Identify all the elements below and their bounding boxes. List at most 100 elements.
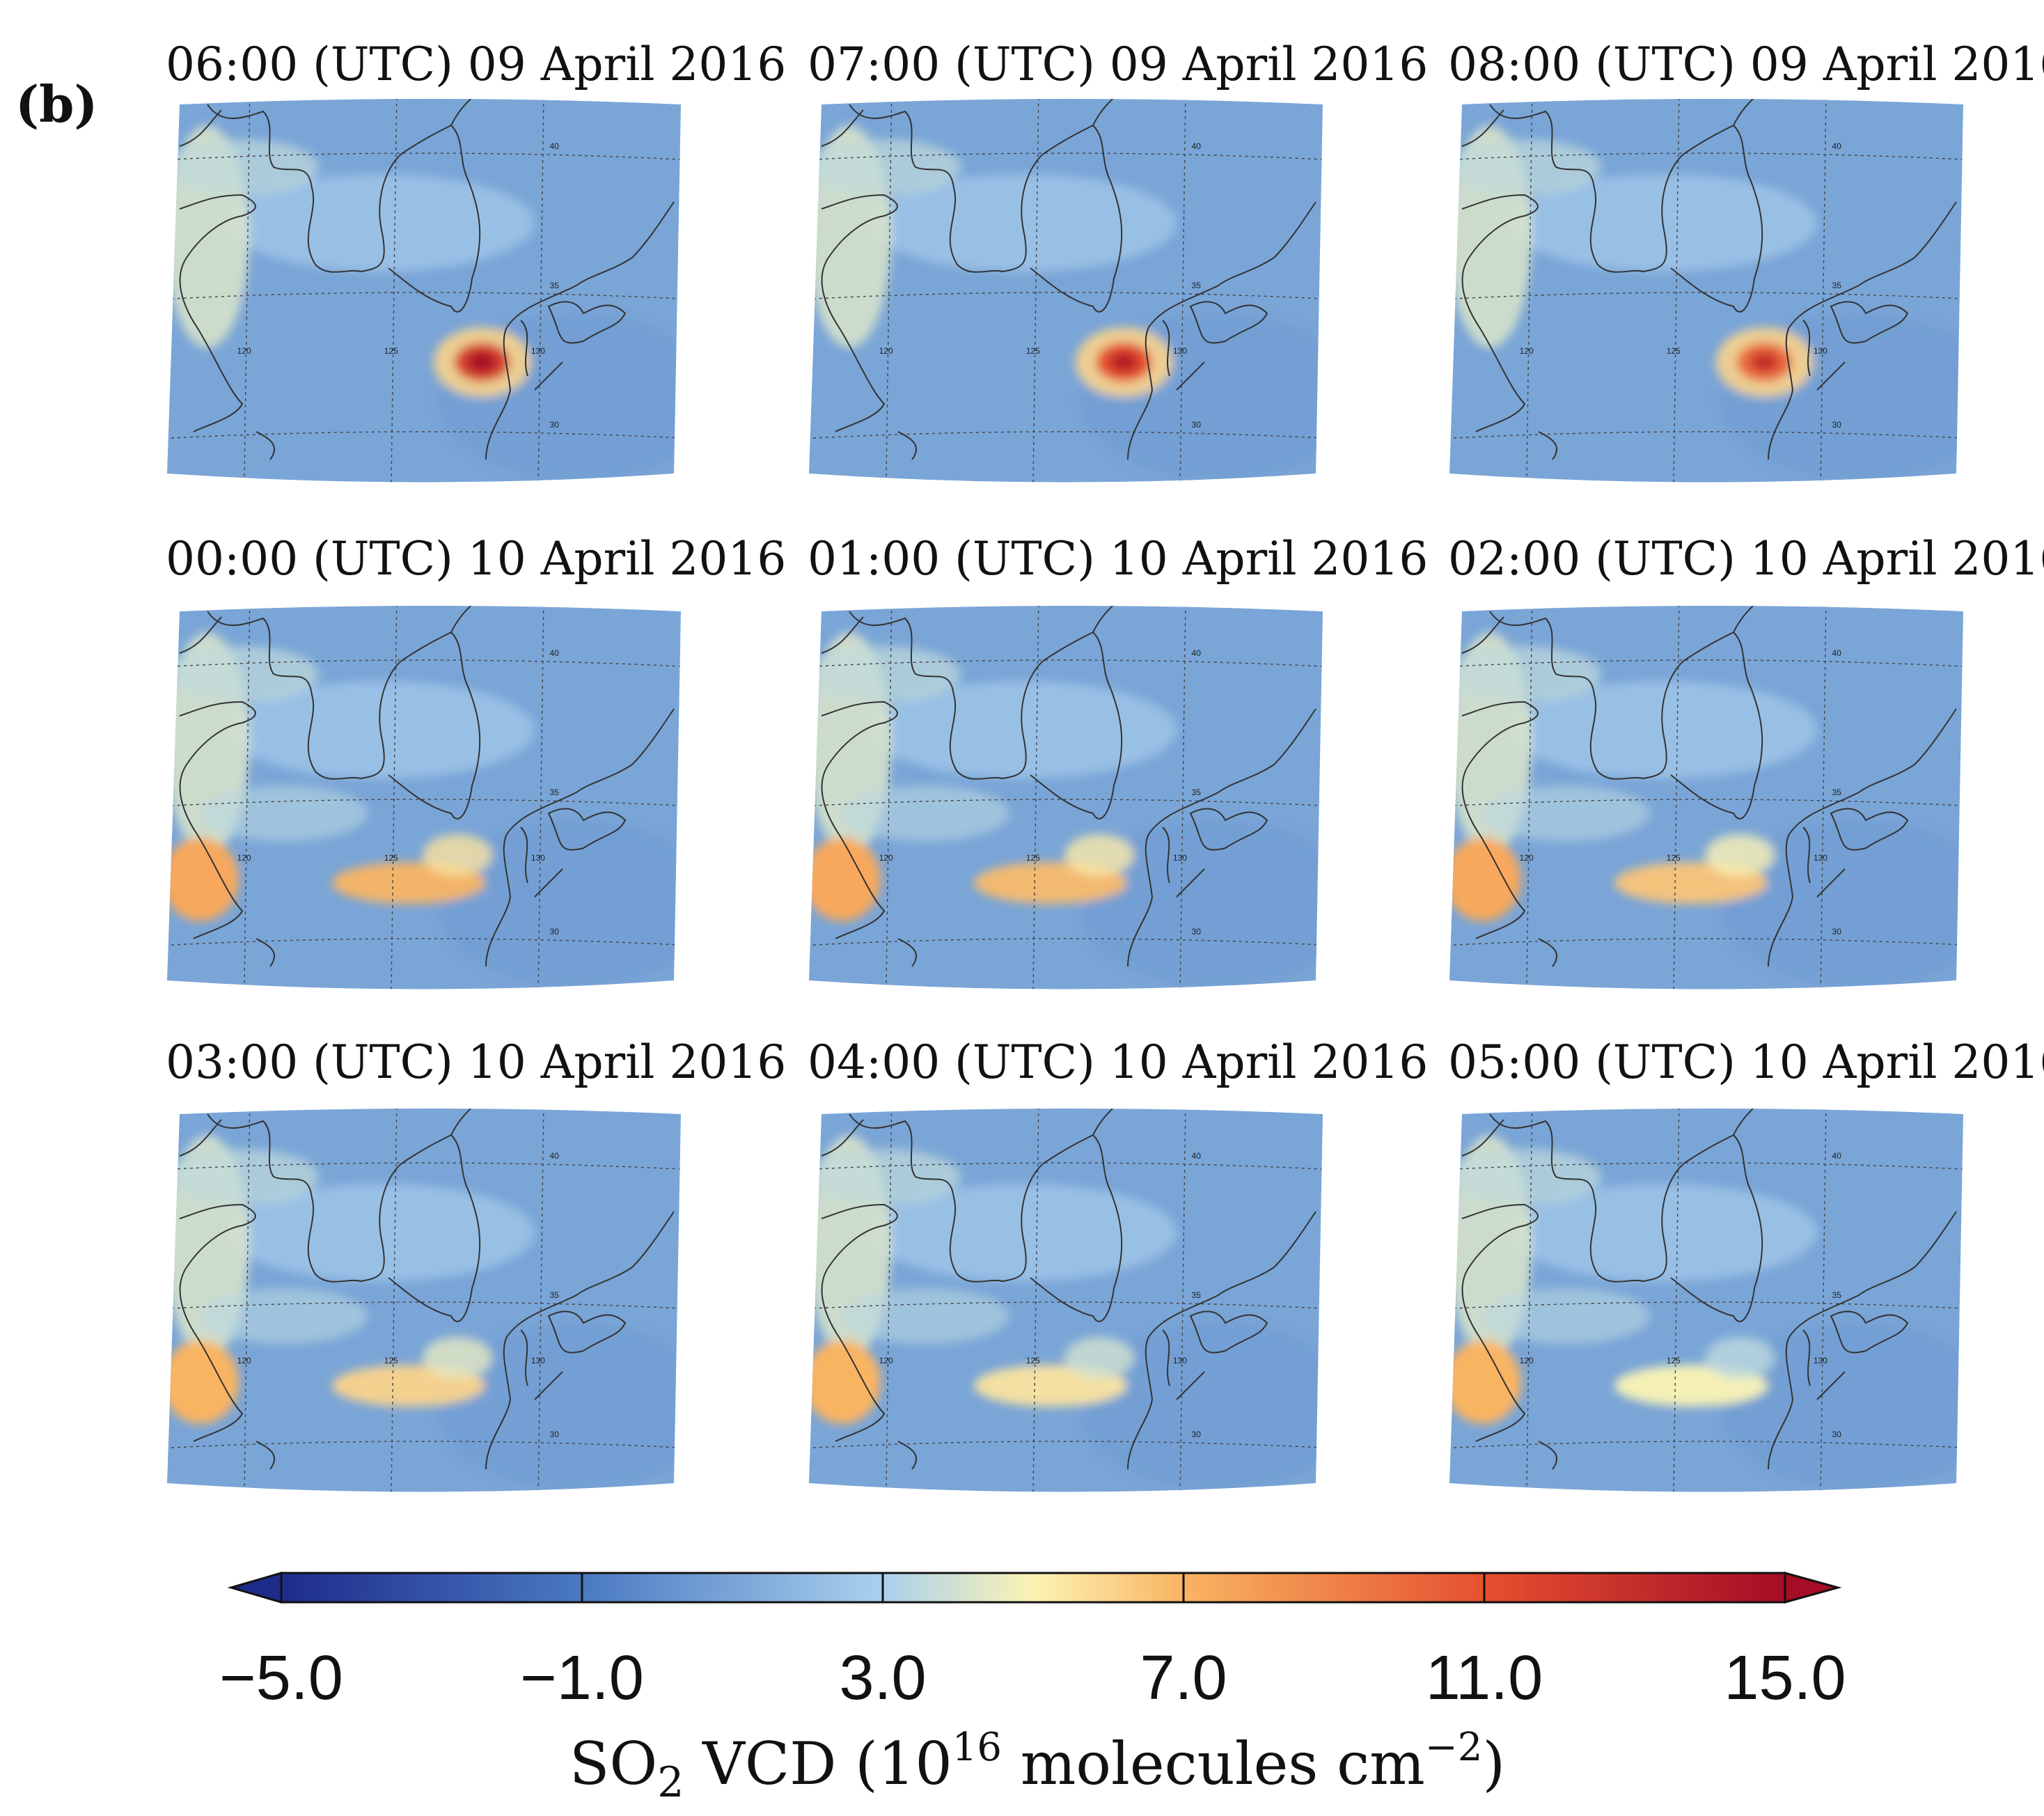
graticule xyxy=(1449,99,1963,483)
figure-label: (b) xyxy=(15,75,97,134)
graticule xyxy=(809,1109,1323,1492)
panel-title: 02:00 (UTC) 10 April 2016 xyxy=(1448,532,2044,586)
north-plume xyxy=(167,139,319,195)
lon-tick-label: 120 xyxy=(1520,1356,1534,1365)
field-band xyxy=(870,681,1177,778)
lat-tick-label: 35 xyxy=(1832,281,1842,290)
lon-tick-label: 125 xyxy=(1667,346,1681,356)
lat-line xyxy=(809,659,1323,668)
lat-tick-label: 35 xyxy=(550,1290,560,1300)
plume-tail xyxy=(1064,834,1134,876)
so2-field xyxy=(1449,606,1963,989)
lon-tick-label: 120 xyxy=(237,853,251,863)
plume-tail xyxy=(1064,1337,1134,1379)
plume-spread xyxy=(1483,785,1650,841)
so2-field xyxy=(167,606,681,989)
so2-field xyxy=(809,1109,1323,1492)
lat-tick-label: 35 xyxy=(1192,1290,1202,1300)
field-blobs xyxy=(167,632,681,987)
field-band xyxy=(870,174,1177,272)
graticule xyxy=(809,606,1323,989)
map-panel-6: 02:00 (UTC) 10 April 2016 40 35 30 120 125 130 xyxy=(1448,532,2044,989)
lon-tick-label: 125 xyxy=(1667,853,1681,863)
lat-line xyxy=(167,799,681,807)
lat-line xyxy=(167,431,681,439)
lon-tick-label: 120 xyxy=(879,1356,893,1365)
southeast-low xyxy=(1079,1323,1323,1490)
panel-grid: 06:00 (UTC) 09 April 2016 40 35 30 120 125 130… xyxy=(166,38,2044,1492)
lat-line xyxy=(1449,292,1963,300)
map-panel-2: 07:00 (UTC) 09 April 2016 40 35 30 120 125 130 xyxy=(808,38,1428,483)
so2-field xyxy=(1449,99,1963,483)
field-blobs xyxy=(809,125,1323,480)
field-blobs xyxy=(167,125,681,480)
lon-tick-label: 130 xyxy=(531,346,545,356)
colorbar-tick-label: −5.0 xyxy=(219,1643,343,1713)
graticule xyxy=(167,1109,681,1492)
north-plume xyxy=(1449,139,1601,195)
lat-line xyxy=(809,1441,1323,1449)
west-hotspot xyxy=(809,1340,881,1424)
lat-tick-label: 30 xyxy=(1192,1430,1202,1439)
lat-line xyxy=(1449,938,1963,946)
colorbar-tick-label: 11.0 xyxy=(1426,1643,1543,1713)
lat-tick-label: 40 xyxy=(550,1151,560,1161)
lat-tick-label: 30 xyxy=(1192,927,1202,937)
lat-tick-label: 35 xyxy=(550,788,560,797)
panel-title: 08:00 (UTC) 09 April 2016 xyxy=(1448,38,2044,91)
lon-tick-label: 125 xyxy=(384,1356,398,1365)
map-panel-1: 06:00 (UTC) 09 April 2016 40 35 30 120 125 130 xyxy=(166,38,786,483)
lon-tick-label: 130 xyxy=(1173,853,1187,863)
lat-line xyxy=(1449,152,1963,161)
map-panel-5: 01:00 (UTC) 10 April 2016 40 35 30 120 125 130 xyxy=(808,532,1428,989)
lon-tick-label: 120 xyxy=(879,346,893,356)
graticule xyxy=(1449,606,1963,989)
lon-tick-label: 120 xyxy=(1520,853,1534,863)
west-hotspot xyxy=(1449,1340,1521,1424)
plume-spread xyxy=(842,785,1009,841)
lon-tick-label: 125 xyxy=(1026,1356,1040,1365)
lat-line xyxy=(1449,799,1963,807)
lat-tick-label: 40 xyxy=(550,141,560,151)
southeast-low xyxy=(437,820,681,987)
lat-line xyxy=(1449,659,1963,668)
field-band xyxy=(1511,174,1817,272)
north-plume xyxy=(167,1149,319,1205)
panel-title: 06:00 (UTC) 09 April 2016 xyxy=(166,38,786,91)
plume-tail xyxy=(1704,1337,1775,1379)
lat-tick-label: 30 xyxy=(550,420,560,430)
field-band xyxy=(1511,681,1817,778)
field-band xyxy=(228,174,535,272)
plume-spread xyxy=(201,1288,368,1344)
lat-tick-label: 30 xyxy=(1192,420,1202,430)
lat-line xyxy=(809,1162,1323,1171)
north-plume xyxy=(809,646,961,702)
colorbar-tick-label: 3.0 xyxy=(839,1643,926,1713)
plume-peak xyxy=(1110,352,1138,372)
field-blobs xyxy=(1449,632,1963,987)
lat-tick-label: 30 xyxy=(550,1430,560,1439)
southeast-low xyxy=(1720,1323,1963,1490)
lat-line xyxy=(1449,1162,1963,1171)
field-blobs xyxy=(167,1135,681,1490)
north-plume xyxy=(809,139,961,195)
panel-title: 00:00 (UTC) 10 April 2016 xyxy=(166,532,786,586)
plume-spread xyxy=(201,785,368,841)
lat-line xyxy=(167,938,681,946)
north-plume xyxy=(1449,646,1601,702)
coastline xyxy=(821,606,1316,967)
plume-peak xyxy=(468,352,496,372)
colorbar-bar xyxy=(280,1572,1786,1604)
field-blobs xyxy=(1449,1135,1963,1490)
lat-tick-label: 40 xyxy=(550,648,560,658)
coastline xyxy=(821,1109,1316,1470)
panel-title: 01:00 (UTC) 10 April 2016 xyxy=(808,532,1428,586)
west-hotspot xyxy=(167,1340,239,1424)
panel-title: 05:00 (UTC) 10 April 2016 xyxy=(1448,1035,2044,1089)
lat-line xyxy=(167,292,681,300)
west-hotspot xyxy=(167,838,239,921)
so2-field xyxy=(167,1109,681,1492)
west-hotspot xyxy=(1449,838,1521,921)
map-panel-9: 05:00 (UTC) 10 April 2016 40 35 30 120 125 130 xyxy=(1448,1035,2044,1492)
lon-tick-label: 130 xyxy=(1814,346,1827,356)
